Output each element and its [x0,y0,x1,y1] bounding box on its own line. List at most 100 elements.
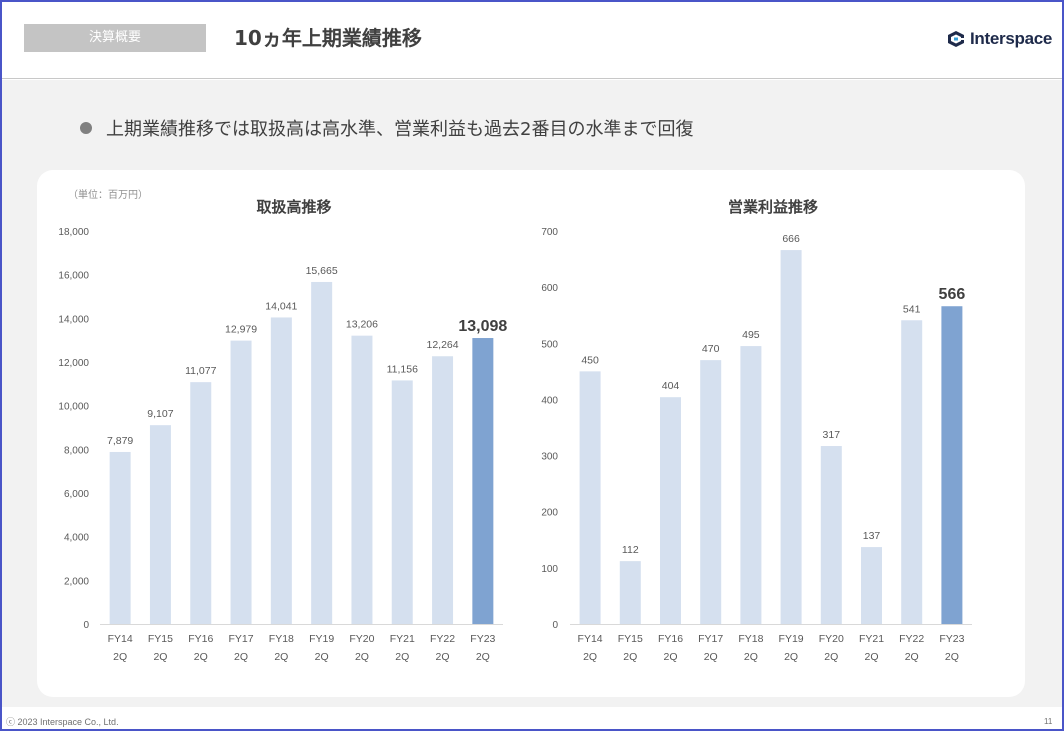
x-tick-label: FY20 [349,633,374,645]
bar [149,425,171,624]
x-tick-label: 2Q [436,651,450,663]
data-label: 495 [742,329,760,341]
x-tick-label: FY17 [228,633,253,645]
data-label: 11,156 [387,363,418,375]
bar [109,451,131,624]
x-tick-label: 2Q [824,651,838,663]
bullet-dot-icon [80,122,92,134]
x-tick-label: FY23 [939,633,964,645]
bar [579,371,601,624]
x-tick-label: FY23 [470,633,495,645]
x-tick-label: FY18 [738,633,763,645]
y-tick-label: 0 [83,620,89,631]
x-tick-label: 2Q [704,651,718,663]
bar [190,382,212,624]
copyright: ⓒ 2023 Interspace Co., Ltd. [6,717,119,727]
x-tick-label: 2Q [113,651,127,663]
data-label: 14,041 [265,300,297,312]
data-label: 9,107 [147,408,173,420]
section-tag: 決算概要 [24,24,206,52]
bar [311,281,333,624]
y-tick-label: 700 [541,227,558,238]
x-tick-label: FY17 [698,633,723,645]
chart-title-sales: 取扱高推移 [256,198,332,216]
interspace-logo: Interspace [946,28,1052,50]
x-tick-label: FY19 [779,633,804,645]
x-tick-label: FY14 [578,633,603,645]
logo-text: Interspace [970,29,1053,48]
unit-label: （単位：百万円） [68,190,148,201]
bar [472,338,494,624]
x-tick-label: 2Q [744,651,758,663]
bar [700,360,722,624]
y-tick-label: 12,000 [58,358,89,369]
x-tick-label: FY20 [819,633,844,645]
data-label: 317 [823,429,841,441]
x-tick-label: 2Q [315,651,329,663]
x-tick-label: 2Q [623,651,637,663]
x-tick-label: FY22 [430,633,455,645]
bar [901,320,923,624]
x-tick-label: FY15 [148,633,173,645]
bar [619,561,641,624]
y-tick-label: 2,000 [64,576,89,587]
data-label: 11,077 [185,365,216,377]
x-tick-label: FY16 [188,633,213,645]
x-tick-label: 2Q [395,651,409,663]
x-tick-label: 2Q [274,651,288,663]
x-tick-label: 2Q [905,651,919,663]
y-tick-label: 8,000 [64,445,89,456]
y-tick-label: 0 [552,620,558,631]
y-tick-label: 500 [541,339,558,350]
y-tick-label: 400 [541,395,558,406]
chart-title-operating-profit: 営業利益推移 [727,198,818,216]
x-tick-label: FY22 [899,633,924,645]
x-tick-label: 2Q [663,651,677,663]
y-tick-label: 600 [541,283,558,294]
data-label: 450 [581,354,599,366]
bar [660,397,681,624]
y-tick-label: 100 [541,564,558,575]
page-title: 10ヵ年上期業績推移 [234,26,422,50]
x-tick-label: FY18 [269,633,294,645]
data-label: 13,098 [458,318,507,335]
bar [270,317,292,624]
x-tick-label: FY16 [658,633,683,645]
page-number: 11 [1044,717,1053,726]
y-tick-label: 4,000 [64,533,89,544]
bar [820,446,842,624]
x-tick-label: FY19 [309,633,334,645]
bar [391,380,413,624]
data-label: 404 [662,380,680,392]
data-label: 7,879 [107,435,133,447]
y-tick-label: 14,000 [58,314,89,325]
bullet-point: 上期業績推移では取扱高は高水準、営業利益も過去2番目の水準まで回復 [80,115,693,141]
data-label: 12,264 [426,339,458,351]
data-label: 12,979 [225,324,257,336]
data-label: 13,206 [346,319,378,331]
x-tick-label: FY14 [108,633,133,645]
data-label: 541 [903,303,921,315]
data-label: 666 [782,233,800,245]
x-tick-label: 2Q [234,651,248,663]
data-label: 137 [863,530,881,542]
bar [432,356,454,624]
y-tick-label: 10,000 [58,402,89,413]
x-tick-label: 2Q [784,651,798,663]
bar [740,346,762,624]
x-tick-label: 2Q [355,651,369,663]
y-tick-label: 18,000 [58,227,89,238]
bullet-text: 上期業績推移では取扱高は高水準、営業利益も過去2番目の水準まで回復 [106,119,694,140]
data-label: 15,665 [306,265,338,277]
x-tick-label: 2Q [194,651,208,663]
bar [780,250,802,625]
x-tick-label: FY21 [390,633,415,645]
data-label: 112 [622,544,639,556]
interspace-logo-icon [948,31,964,47]
bar [230,340,252,624]
slide-header: 決算概要 10ヵ年上期業績推移 Interspace [2,2,1062,79]
x-tick-label: 2Q [583,651,597,663]
y-tick-label: 200 [541,508,558,519]
